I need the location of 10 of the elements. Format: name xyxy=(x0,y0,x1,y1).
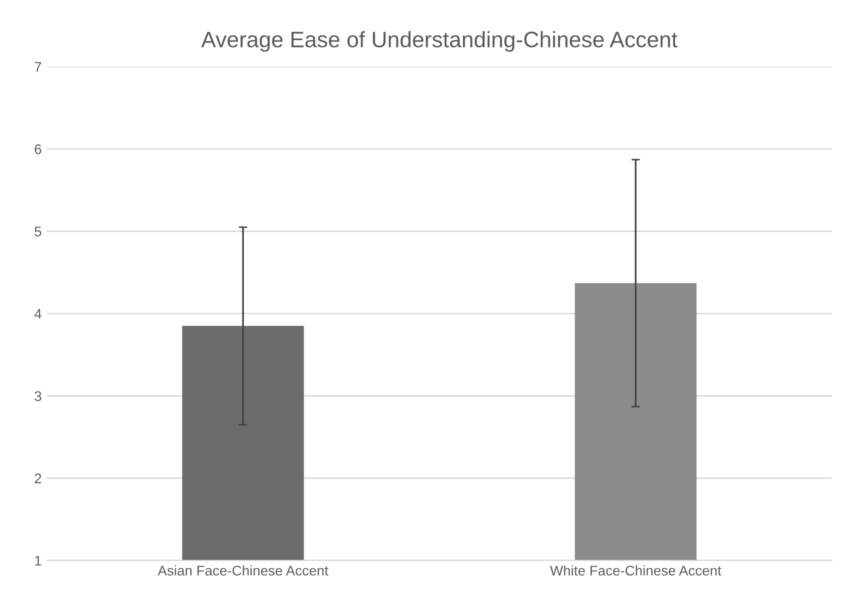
y-tick-label: 6 xyxy=(34,144,42,154)
y-tick-label: 1 xyxy=(35,556,42,566)
y-tick-label: 2 xyxy=(34,474,42,484)
y-tick-label: 3 xyxy=(34,391,42,402)
y-tick-label: 4 xyxy=(34,309,42,319)
chart-title: Average Ease of Understanding-Chinese Accent xyxy=(201,31,678,52)
y-tick-label: 5 xyxy=(34,226,42,236)
y-tick-label: 7 xyxy=(34,62,42,72)
x-tick-label: Asian Face-Chinese Accent xyxy=(158,565,328,576)
x-tick-label: White Face-Chinese Accent xyxy=(550,565,722,576)
